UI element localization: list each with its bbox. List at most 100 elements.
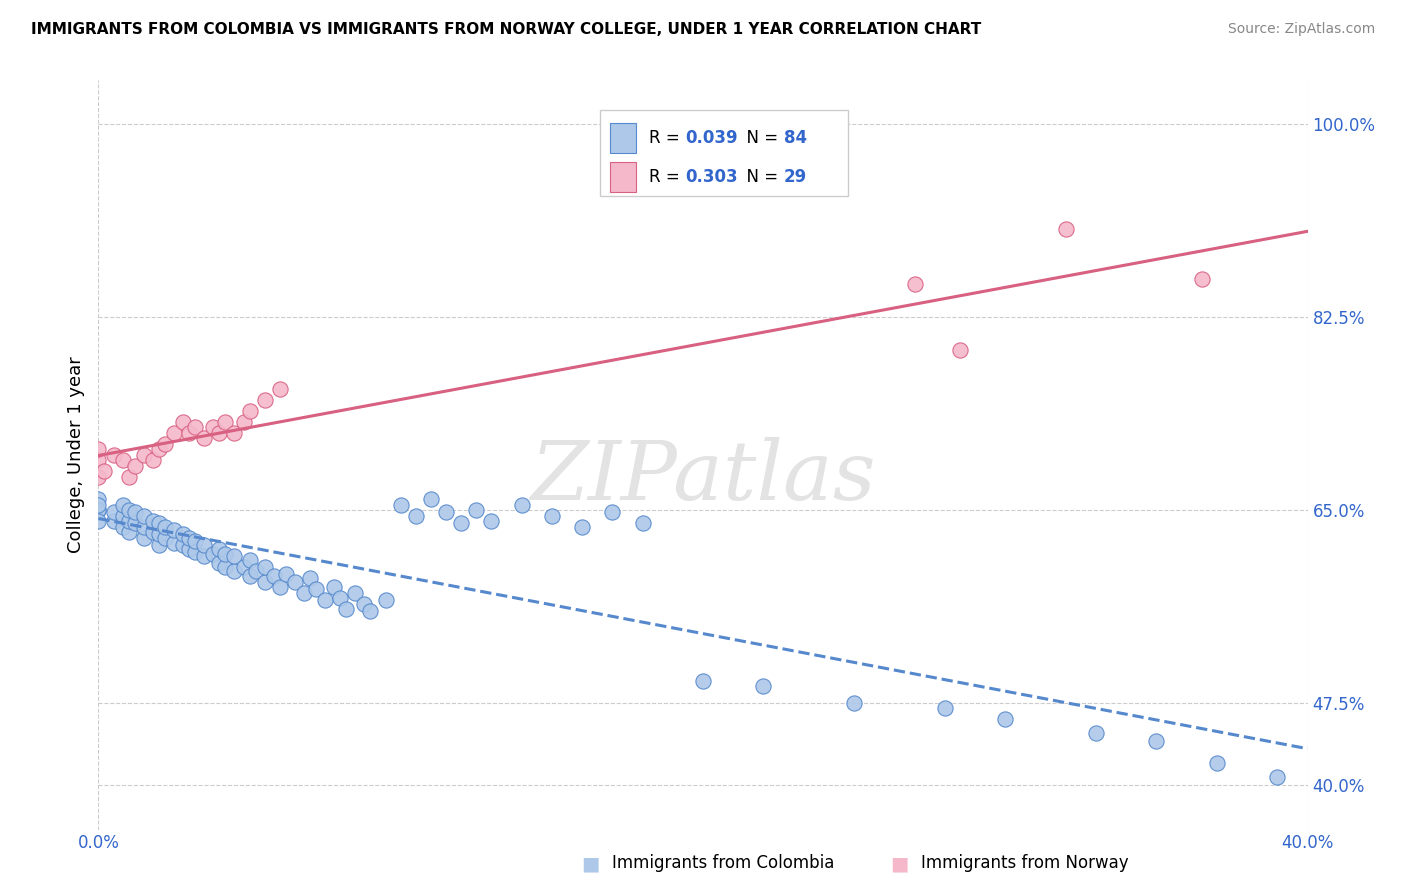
Point (132, 531, 155, 545)
Point (752, 679, 775, 693)
Point (571, 519, 593, 533)
Point (263, 569, 285, 583)
Point (172, 527, 194, 541)
Point (193, 538, 215, 552)
Point (184, 533, 207, 548)
Point (374, 593, 396, 607)
Point (253, 574, 276, 589)
Point (87, 442, 110, 457)
Point (179, 541, 201, 556)
Point (1054, 222, 1077, 236)
Point (1085, 725, 1108, 739)
Point (994, 712, 1017, 726)
Point (224, 564, 246, 578)
Point (124, 458, 146, 473)
Text: ZIPatlas: ZIPatlas (530, 437, 876, 517)
Point (269, 382, 291, 396)
Point (323, 580, 346, 594)
Point (214, 560, 236, 574)
Point (87, 498, 110, 512)
Text: ■: ■ (581, 854, 600, 873)
Point (184, 420, 207, 434)
Point (118, 524, 141, 539)
Text: N =: N = (735, 169, 783, 186)
Point (465, 503, 488, 517)
Point (142, 514, 165, 528)
Point (1267, 770, 1289, 784)
Point (631, 516, 654, 531)
Point (87, 470, 110, 484)
Text: 0.303: 0.303 (685, 169, 738, 186)
Point (118, 514, 141, 528)
Point (434, 505, 457, 519)
Point (148, 538, 170, 552)
Point (111, 498, 134, 512)
Point (239, 552, 262, 566)
Point (132, 448, 155, 462)
Point (87, 491, 110, 506)
Point (602, 505, 624, 519)
Point (148, 442, 170, 457)
Point (1206, 756, 1229, 771)
Point (124, 516, 146, 531)
Point (118, 470, 141, 484)
Point (111, 508, 134, 523)
Point (132, 508, 155, 523)
Point (193, 549, 215, 564)
Text: Immigrants from Colombia: Immigrants from Colombia (612, 855, 834, 872)
Point (172, 415, 194, 429)
Text: N =: N = (735, 128, 783, 147)
Text: Immigrants from Norway: Immigrants from Norway (921, 855, 1129, 872)
Point (148, 516, 170, 531)
Point (87, 503, 110, 517)
Point (179, 531, 201, 545)
Point (389, 498, 412, 512)
Point (93, 465, 115, 479)
Point (214, 415, 236, 429)
Point (232, 415, 254, 429)
Point (142, 453, 165, 467)
Point (934, 701, 956, 715)
Point (111, 519, 134, 533)
Point (148, 527, 170, 541)
Point (420, 491, 443, 506)
Point (245, 564, 267, 578)
Point (184, 545, 207, 559)
Point (692, 673, 714, 688)
Point (202, 420, 225, 434)
Point (214, 547, 236, 561)
Point (360, 604, 382, 618)
Point (253, 560, 276, 574)
Text: 84: 84 (785, 128, 807, 147)
Point (1191, 271, 1213, 285)
Point (87, 453, 110, 467)
Point (103, 448, 125, 462)
Point (153, 519, 176, 533)
Text: 29: 29 (785, 169, 807, 186)
Text: R =: R = (648, 128, 685, 147)
Point (353, 597, 375, 611)
Point (239, 569, 262, 583)
Point (314, 593, 336, 607)
Point (232, 560, 254, 574)
Point (87, 503, 110, 517)
Point (224, 549, 246, 564)
Point (1144, 734, 1167, 748)
Point (292, 585, 315, 599)
Point (124, 505, 146, 519)
Point (132, 519, 155, 533)
Text: IMMIGRANTS FROM COLOMBIA VS IMMIGRANTS FROM NORWAY COLLEGE, UNDER 1 YEAR CORRELA: IMMIGRANTS FROM COLOMBIA VS IMMIGRANTS F… (31, 22, 981, 37)
Point (450, 516, 472, 531)
FancyBboxPatch shape (600, 111, 848, 196)
Point (87, 514, 110, 528)
Point (284, 574, 307, 589)
Text: ■: ■ (890, 854, 910, 873)
Text: 0.039: 0.039 (685, 128, 738, 147)
Point (153, 437, 176, 451)
Point (142, 524, 165, 539)
Point (208, 425, 231, 440)
Point (299, 571, 322, 585)
Point (153, 531, 176, 545)
Point (405, 508, 427, 523)
Point (269, 580, 291, 594)
